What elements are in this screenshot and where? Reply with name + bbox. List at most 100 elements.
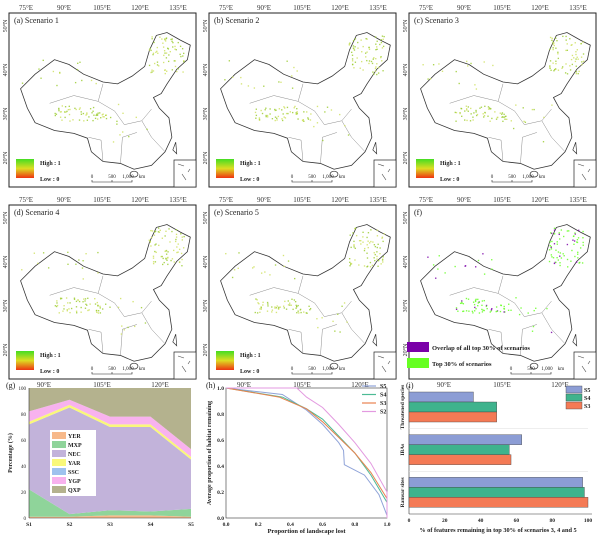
habitat-pixel <box>557 53 559 55</box>
habitat-pixel <box>487 108 490 110</box>
habitat-pixel <box>150 49 152 52</box>
habitat-pixel <box>180 233 182 235</box>
category-label: IBAs <box>400 444 406 456</box>
habitat-pixel <box>556 256 558 259</box>
longitude-label: 120°E <box>331 4 349 12</box>
latitude-label: 20°N <box>402 343 409 356</box>
habitat-pixel <box>506 118 508 121</box>
habitat-pixel <box>565 63 567 65</box>
habitat-pixel <box>121 325 123 327</box>
habitat-pixel <box>84 307 87 309</box>
habitat-pixel <box>495 306 498 308</box>
longitude-label: 75°E <box>419 4 433 12</box>
legend-swatch <box>52 459 66 466</box>
latitude-label: 40°N <box>2 63 9 76</box>
habitat-pixel <box>352 39 355 42</box>
habitat-pixel <box>474 306 476 309</box>
habitat-pixel <box>533 108 535 111</box>
habitat-pixel <box>557 259 559 261</box>
habitat-pixel <box>350 263 352 265</box>
habitat-pixel <box>496 310 498 312</box>
habitat-pixel <box>167 263 169 266</box>
habitat-pixel <box>283 106 285 108</box>
longitude-label: 90°E <box>457 4 471 12</box>
habitat-pixel <box>483 61 485 63</box>
habitat-pixel <box>153 62 156 65</box>
habitat-pixel <box>79 107 81 109</box>
habitat-pixel <box>422 64 424 66</box>
habitat-pixel <box>120 333 123 335</box>
habitat-pixel <box>557 251 560 253</box>
habitat-pixel <box>552 43 554 45</box>
habitat-pixel <box>457 310 459 312</box>
habitat-pixel <box>572 239 574 241</box>
longitude-label: 120°E <box>331 196 349 204</box>
habitat-pixel <box>135 116 137 119</box>
habitat-pixel <box>165 57 168 59</box>
longitude-label: 75°E <box>19 4 33 12</box>
habitat-pixel <box>237 267 239 270</box>
habitat-pixel <box>577 257 579 259</box>
habitat-pixel <box>302 120 304 122</box>
scale-label: 0 <box>291 367 294 372</box>
habitat-pixel <box>265 107 267 109</box>
habitat-pixel <box>65 297 68 299</box>
habitat-pixel <box>458 82 460 85</box>
habitat-pixel <box>380 56 382 58</box>
latitude-label: 50°N <box>202 19 209 32</box>
habitat-pixel <box>575 58 577 60</box>
habitat-pixel <box>367 240 369 242</box>
longitude-label: 120°E <box>531 4 549 12</box>
habitat-pixel <box>276 119 278 121</box>
habitat-pixel <box>174 45 176 48</box>
habitat-pixel <box>165 37 168 40</box>
habitat-pixel <box>65 111 67 113</box>
habitat-pixel <box>473 310 476 312</box>
habitat-pixel <box>260 306 262 308</box>
habitat-pixel <box>56 84 58 87</box>
habitat-pixel <box>379 252 381 255</box>
longitude-label: 90°E <box>257 196 271 204</box>
habitat-pixel <box>59 111 62 113</box>
habitat-pixel <box>466 108 468 110</box>
habitat-pixel <box>156 46 158 49</box>
habitat-pixel <box>454 265 456 268</box>
habitat-pixel <box>82 278 84 280</box>
habitat-pixel <box>464 119 466 121</box>
habitat-pixel <box>151 69 153 71</box>
habitat-pixel <box>274 109 276 112</box>
legend-label: SSC <box>68 470 79 476</box>
habitat-pixel <box>284 117 287 119</box>
legend-low-label: Low : 0 <box>240 177 259 183</box>
habitat-pixel <box>66 110 68 113</box>
habitat-pixel <box>80 113 83 115</box>
inset-islands <box>377 355 391 373</box>
habitat-pixel <box>282 254 285 257</box>
south-china-sea-inset <box>173 351 197 380</box>
habitat-pixel <box>569 69 572 71</box>
habitat-pixel <box>462 310 464 313</box>
habitat-pixel <box>571 249 573 252</box>
habitat-pixel <box>455 120 457 122</box>
habitat-pixel <box>362 69 364 71</box>
habitat-pixel <box>69 302 71 304</box>
habitat-pixel <box>259 308 261 310</box>
habitat-pixel <box>305 312 307 314</box>
habitat-pixel <box>74 107 76 110</box>
habitat-pixel <box>364 247 366 250</box>
habitat-pixel <box>376 48 378 50</box>
habitat-pixel <box>577 251 579 254</box>
habitat-pixel <box>161 255 163 258</box>
habitat-pixel <box>68 105 70 108</box>
habitat-pixel <box>155 251 157 254</box>
habitat-pixel <box>97 310 100 312</box>
area-qxp <box>29 388 191 450</box>
habitat-pixel <box>360 39 362 41</box>
habitat-pixel <box>475 114 478 117</box>
habitat-pixel <box>171 69 174 71</box>
habitat-pixel <box>507 309 510 311</box>
habitat-pixel <box>360 240 362 242</box>
habitat-pixel <box>368 62 370 65</box>
panel-label: (a) Scenario 1 <box>14 16 59 25</box>
habitat-pixel <box>455 70 457 73</box>
